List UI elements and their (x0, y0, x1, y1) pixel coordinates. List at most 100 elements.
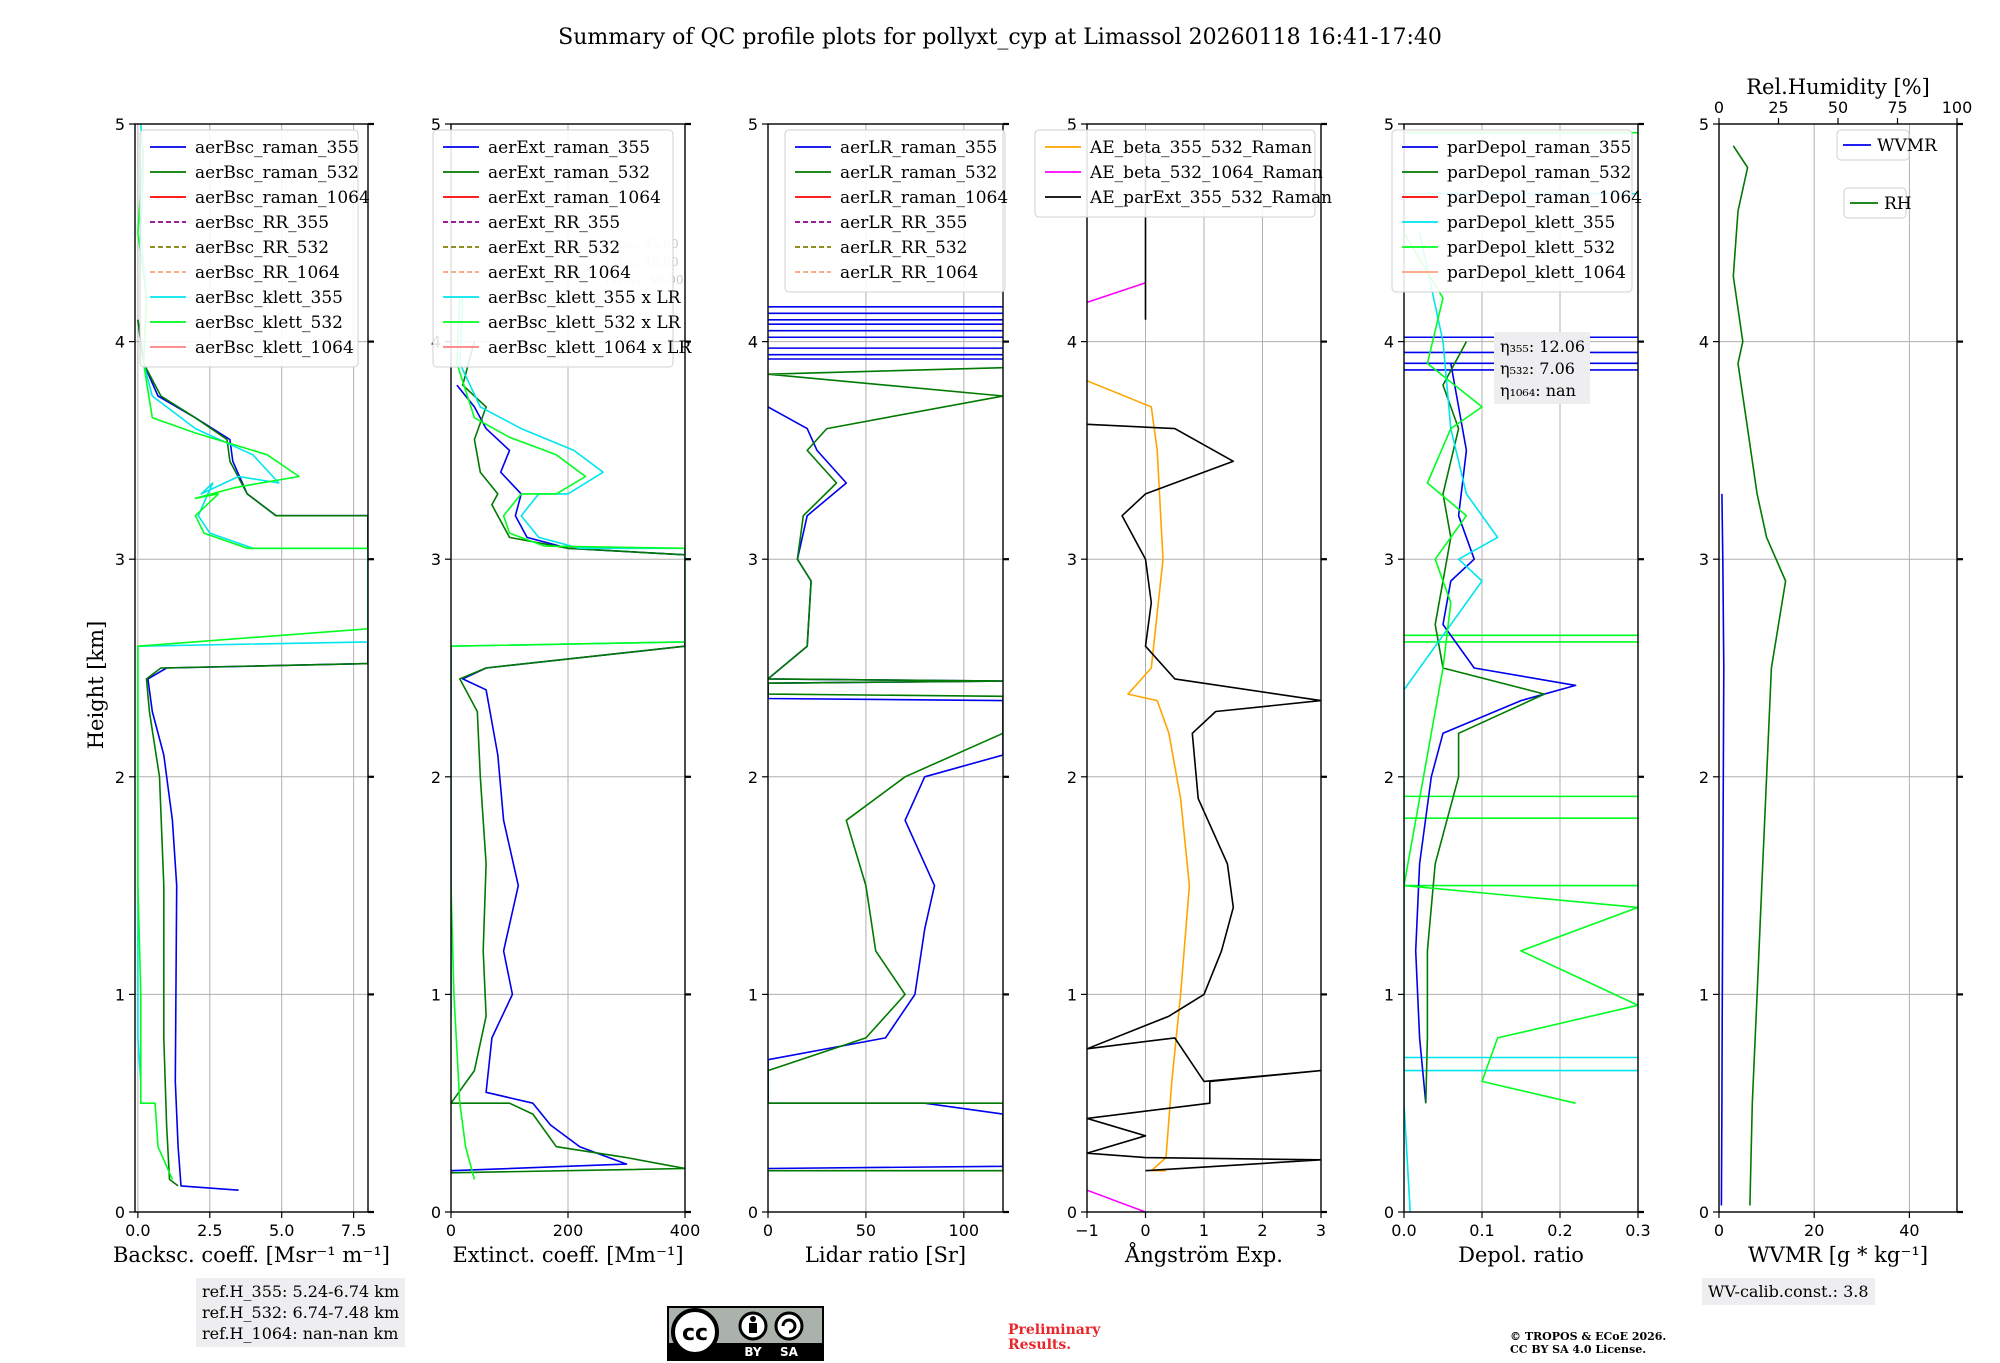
x-tick-label: 0 (763, 1221, 773, 1240)
legend-box (1836, 129, 1910, 161)
reference-height-box: ref.H_355: 5.24-6.74 km ref.H_532: 6.74-… (196, 1278, 406, 1347)
y-tick-label: 2 (748, 768, 758, 787)
plot-area-lr (768, 305, 1003, 1172)
top-axis-label: Rel.Humidity [%] (1746, 75, 1930, 99)
legend-label: aerBsc_RR_1064 (195, 263, 340, 283)
legend-label: aerBsc_raman_532 (195, 163, 359, 183)
legend-label: aerBsc_klett_1064 (195, 338, 354, 358)
legend-box (1391, 129, 1633, 293)
x-tick-label: 2.5 (197, 1221, 222, 1240)
x-tick-label: 5.0 (269, 1221, 294, 1240)
x-tick-label: 3 (1316, 1221, 1326, 1240)
y-tick-label: 1 (1384, 985, 1394, 1004)
y-tick-label: 3 (115, 550, 125, 569)
legend-label: parDepol_raman_532 (1447, 163, 1631, 183)
x-tick-label: 50 (856, 1221, 876, 1240)
wv-calibration-box: WV-calib.const.: 3.8 (1702, 1278, 1875, 1305)
legend-label: aerBsc_klett_355 (195, 288, 343, 308)
legend-label: parDepol_raman_1064 (1447, 188, 1642, 208)
preliminary-note: Preliminary Results. (1008, 1323, 1100, 1353)
top-x-tick-label: 0 (1714, 98, 1724, 117)
series-pardepol-raman-532 (1425, 341, 1546, 1104)
x-tick-label: 40 (1899, 1221, 1919, 1240)
panel-ext: 0123450200400Extinct. coeff. [Mm⁻¹]LR₃₅₅… (431, 115, 700, 1267)
x-axis-label: Backsc. coeff. [Msr⁻¹ m⁻¹] (113, 1243, 390, 1267)
legend-label: AE_parExt_355_532_Raman (1089, 188, 1332, 208)
series-aerext-raman-532 (451, 341, 685, 1174)
x-axis-label: Depol. ratio (1458, 1243, 1584, 1267)
x-axis-label: Extinct. coeff. [Mm⁻¹] (452, 1243, 683, 1267)
legend-label: aerExt_raman_1064 (488, 188, 661, 208)
legend-box (432, 129, 674, 368)
axes-frame (1403, 123, 1639, 1213)
y-tick-label: 4 (1384, 333, 1394, 352)
x-tick-label: 0 (1714, 1221, 1724, 1240)
series-rh (1732, 145, 1787, 1206)
x-tick-label: 100 (949, 1221, 980, 1240)
y-tick-label: 5 (431, 115, 441, 134)
y-axis-label: Height [km] (84, 621, 108, 750)
y-tick-label: 2 (1384, 768, 1394, 787)
x-tick-label: 0.0 (1391, 1221, 1416, 1240)
profile-panels: 0 1 2 3 4 5 0.0 2.5 5.0 7.5 Backsc. coeff. [Msr⁻¹ … (113, 75, 1972, 1267)
y-tick-label: 3 (431, 550, 441, 569)
legend-label: aerLR_raman_355 (840, 138, 997, 158)
copyright-line-2: CC BY SA 4.0 License. (1510, 1343, 1647, 1356)
y-tick-label: 3 (1384, 550, 1394, 569)
y-tick-label: 5 (1384, 115, 1394, 134)
x-axis-label: Ångström Exp. (1124, 1242, 1283, 1267)
series-wvmr (1720, 493, 1725, 1206)
legend-label: aerBsc_klett_355 x LR (488, 288, 682, 308)
x-tick-label: 0.1 (1469, 1221, 1494, 1240)
legend-label: AE_beta_355_532_Raman (1089, 138, 1312, 158)
preliminary-line-2: Results. (1008, 1337, 1072, 1353)
y-tick-label: 4 (1067, 333, 1077, 352)
wv-calibration-constant: WV-calib.const.: 3.8 (1708, 1282, 1869, 1301)
legend-label: aerExt_RR_532 (488, 238, 620, 258)
series-ae-beta-355-532-raman (1087, 380, 1191, 1172)
legend-label: aerBsc_klett_532 x LR (488, 313, 682, 333)
y-tick-label: 1 (431, 985, 441, 1004)
y-tick-label: 1 (1067, 985, 1077, 1004)
y-tick-label: 1 (748, 985, 758, 1004)
ref-height-1064: ref.H_1064: nan-nan km (202, 1324, 399, 1343)
top-x-tick-label: 50 (1828, 98, 1848, 117)
x-tick-label: −1 (1075, 1221, 1099, 1240)
y-tick-label: 5 (115, 115, 125, 134)
series-ae-parext-355-532-raman (1087, 423, 1321, 1172)
legend-label: aerExt_raman_355 (488, 138, 650, 158)
x-tick-label: 0.0 (125, 1221, 150, 1240)
y-tick-label: 1 (1699, 985, 1709, 1004)
x-tick-label: 20 (1804, 1221, 1824, 1240)
eta-calibration-note: η₁₀₆₄: nan (1500, 381, 1576, 400)
cc-logo-icon: cc BY SA (669, 1308, 822, 1359)
copyright-note: © TROPOS & ECoE 2026. CC BY SA 4.0 Licen… (1510, 1330, 1666, 1356)
y-tick-label: 0 (1699, 1203, 1709, 1222)
svg-text:cc: cc (682, 1321, 708, 1346)
y-tick-label: 0 (115, 1203, 125, 1222)
y-tick-label: 1 (115, 985, 125, 1004)
legend-label: parDepol_klett_355 (1447, 213, 1615, 233)
legend-box (1034, 129, 1316, 218)
legend-label: aerExt_RR_1064 (488, 263, 631, 283)
y-tick-label: 3 (748, 550, 758, 569)
legend-label: RH (1884, 194, 1912, 214)
cc-license-badge: cc BY SA (667, 1306, 824, 1361)
panel-bsc: 0 1 2 3 4 5 0.0 2.5 5.0 7.5 Backsc. coeff. [Msr⁻¹ … (113, 115, 390, 1267)
legend-label: AE_beta_532_1064_Raman (1089, 163, 1323, 183)
y-tick-label: 0 (431, 1203, 441, 1222)
legend-label: aerLR_RR_355 (840, 213, 967, 233)
x-tick-label: 0.3 (1625, 1221, 1650, 1240)
y-tick-label: 5 (1067, 115, 1077, 134)
series-aerbsc-klett-532 x lr (451, 298, 685, 1180)
legend-label: aerLR_raman_532 (840, 163, 997, 183)
x-axis-label: WVMR [g * kg⁻¹] (1748, 1243, 1928, 1267)
top-x-tick-label: 75 (1887, 98, 1907, 117)
x-tick-label: 1 (1199, 1221, 1209, 1240)
y-tick-label: 4 (748, 333, 758, 352)
x-axis-label: Lidar ratio [Sr] (805, 1243, 966, 1267)
